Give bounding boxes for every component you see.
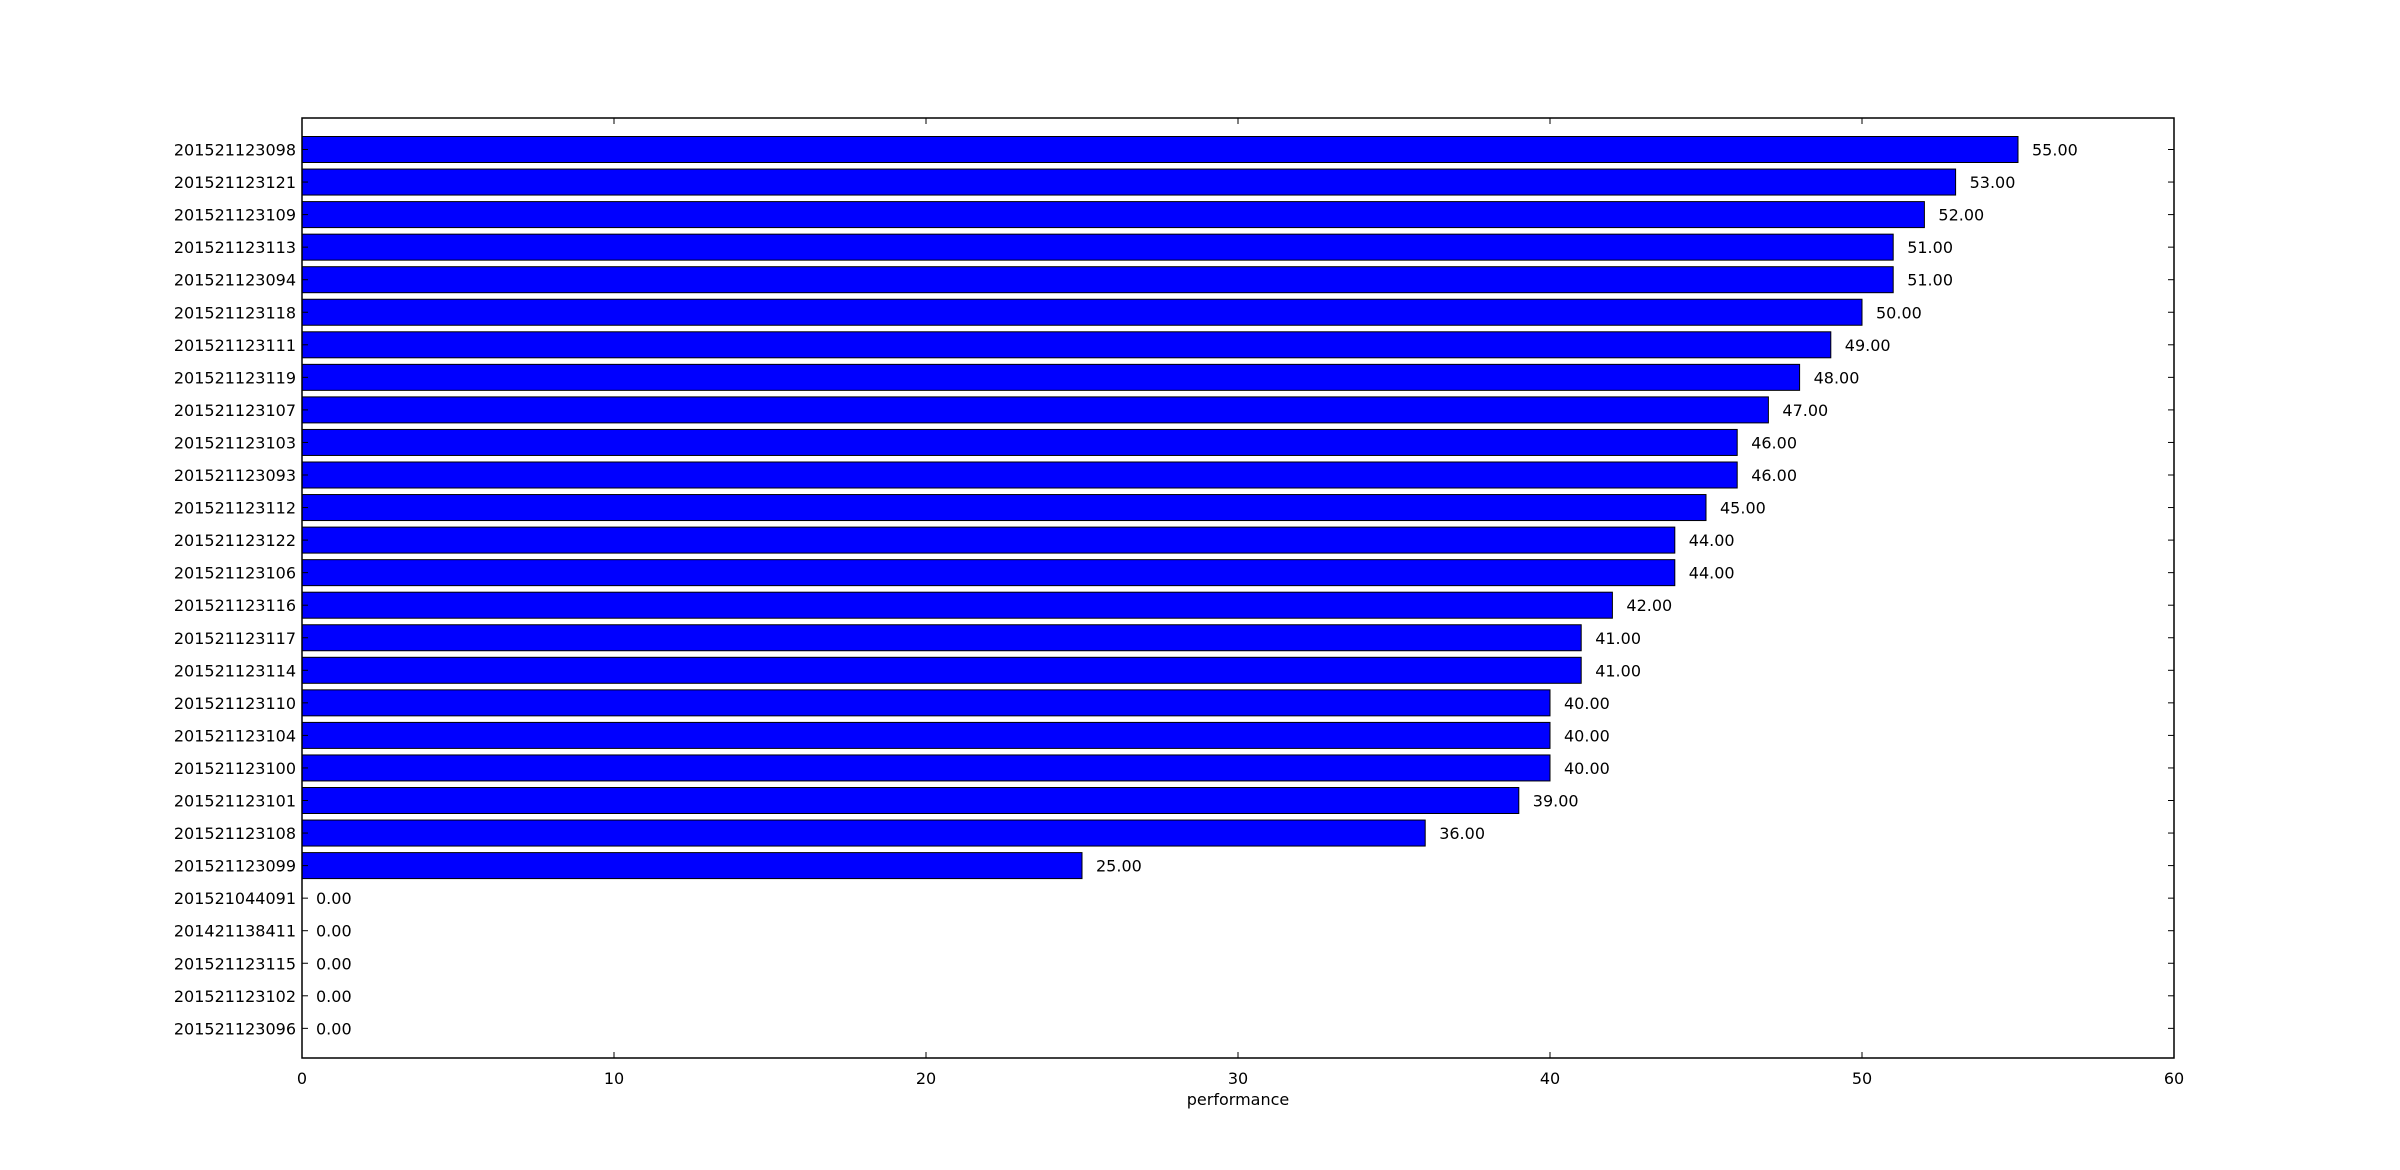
x-tick-label: 60 — [2164, 1069, 2184, 1088]
y-tick-label: 201521123118 — [174, 303, 296, 322]
data-label: 52.00 — [1938, 206, 1984, 225]
data-label: 41.00 — [1595, 629, 1641, 648]
y-tick-label: 201521123104 — [174, 726, 296, 745]
bar — [301, 494, 1707, 522]
bar — [301, 852, 1083, 880]
y-tick-label: 201521123111 — [174, 336, 296, 355]
data-label: 42.00 — [1626, 596, 1672, 615]
y-tick-label: 201521123116 — [174, 596, 296, 615]
y-tick-label: 201521123110 — [174, 694, 296, 713]
plot-frame — [301, 117, 2175, 1059]
x-axis-title: performance — [1187, 1090, 1289, 1109]
bar — [301, 461, 1738, 489]
y-tick-label: 201521123119 — [174, 368, 296, 387]
bar — [301, 363, 1801, 391]
y-tick-label: 201521123117 — [174, 629, 296, 648]
data-label: 49.00 — [1845, 336, 1891, 355]
bar — [301, 298, 1863, 326]
y-tick-label: 201521123114 — [174, 661, 296, 680]
data-label: 36.00 — [1439, 824, 1485, 843]
ticks-layer — [301, 118, 2175, 1058]
bar — [301, 819, 1426, 847]
y-tick-label: 201521123107 — [174, 401, 296, 420]
y-tick-label: 201521123099 — [174, 857, 296, 876]
y-tick-label: 201521123096 — [174, 1019, 296, 1038]
y-tick-label: 201521123115 — [174, 954, 296, 973]
data-label: 50.00 — [1876, 303, 1922, 322]
bar — [301, 233, 1894, 261]
x-tick-label: 30 — [1228, 1069, 1248, 1088]
bar — [301, 168, 1957, 196]
data-label: 0.00 — [316, 1019, 352, 1038]
data-label: 48.00 — [1814, 368, 1860, 387]
data-label: 44.00 — [1689, 531, 1735, 550]
y-tick-label: 201521044091 — [174, 889, 296, 908]
data-label: 51.00 — [1907, 238, 1953, 257]
data-label: 25.00 — [1096, 857, 1142, 876]
data-label: 55.00 — [2032, 141, 2078, 160]
x-tick-label: 0 — [297, 1069, 307, 1088]
y-tick-label: 201521123102 — [174, 987, 296, 1006]
data-label: 46.00 — [1751, 433, 1797, 452]
y-tick-label: 201521123094 — [174, 271, 296, 290]
data-label: 0.00 — [316, 954, 352, 973]
bar — [301, 136, 2019, 163]
bar — [301, 656, 1582, 684]
bar — [301, 559, 1676, 587]
y-tick-label: 201521123093 — [174, 466, 296, 485]
data-label: 0.00 — [316, 889, 352, 908]
bars-layer — [301, 136, 2019, 880]
y-tick-label: 201521123112 — [174, 499, 296, 518]
bar — [301, 266, 1894, 294]
y-tick-label: 201521123100 — [174, 759, 296, 778]
bar — [301, 201, 1925, 229]
data-label: 53.00 — [1970, 173, 2016, 192]
bar — [301, 591, 1613, 619]
bar — [301, 689, 1551, 717]
x-tick-label: 50 — [1852, 1069, 1872, 1088]
data-label: 40.00 — [1564, 726, 1610, 745]
bar — [301, 624, 1582, 652]
bar — [301, 721, 1551, 749]
bar — [301, 754, 1551, 782]
y-tick-label: 201521123122 — [174, 531, 296, 550]
bar — [301, 787, 1520, 814]
y-tick-label: 201521123113 — [174, 238, 296, 257]
bar — [301, 331, 1832, 359]
y-tick-label: 201421138411 — [174, 922, 296, 941]
x-tick-label: 10 — [604, 1069, 624, 1088]
bar — [301, 396, 1769, 424]
data-label: 40.00 — [1564, 694, 1610, 713]
bar — [301, 428, 1738, 456]
data-label: 39.00 — [1533, 792, 1579, 811]
labels-layer: 201521123098 55.00 201521123121 53.00 201521… — [174, 141, 2184, 1089]
data-label: 47.00 — [1782, 401, 1828, 420]
data-label: 44.00 — [1689, 564, 1735, 583]
data-label: 46.00 — [1751, 466, 1797, 485]
x-tick-label: 40 — [1540, 1069, 1560, 1088]
y-tick-label: 201521123109 — [174, 206, 296, 225]
data-label: 41.00 — [1595, 661, 1641, 680]
data-label: 40.00 — [1564, 759, 1610, 778]
y-tick-label: 201521123101 — [174, 792, 296, 811]
bar — [301, 526, 1676, 554]
y-tick-label: 201521123098 — [174, 141, 296, 160]
y-tick-label: 201521123103 — [174, 433, 296, 452]
data-label: 45.00 — [1720, 499, 1766, 518]
y-tick-label: 201521123121 — [174, 173, 296, 192]
data-label: 0.00 — [316, 922, 352, 941]
y-tick-label: 201521123106 — [174, 564, 296, 583]
data-label: 0.00 — [316, 987, 352, 1006]
data-label: 51.00 — [1907, 271, 1953, 290]
x-tick-label: 20 — [916, 1069, 936, 1088]
y-tick-label: 201521123108 — [174, 824, 296, 843]
